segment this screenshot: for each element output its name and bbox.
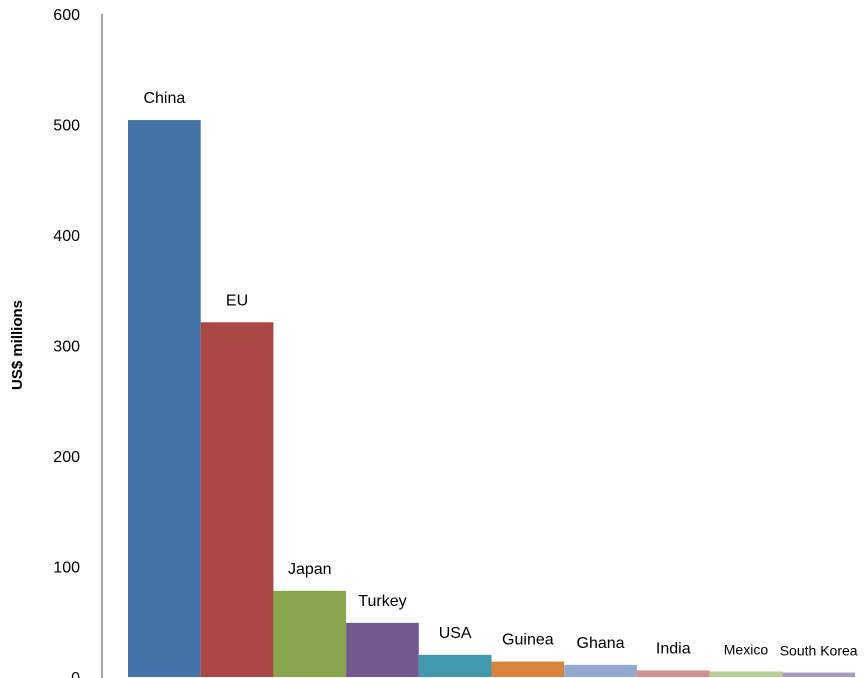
bar xyxy=(564,664,637,677)
bar xyxy=(128,120,201,677)
bar xyxy=(346,622,419,677)
bar xyxy=(418,654,492,677)
bar xyxy=(636,670,710,677)
bar-category-label: USA xyxy=(439,625,472,642)
bar xyxy=(782,672,855,677)
bar-category-label: Turkey xyxy=(358,593,406,610)
y-tick-label: 0 xyxy=(71,670,80,678)
bar xyxy=(200,322,274,677)
bar xyxy=(273,590,347,677)
bar-category-label: China xyxy=(143,90,185,107)
bar-category-label: Ghana xyxy=(577,635,625,652)
bar xyxy=(709,671,783,677)
y-tick-label: 600 xyxy=(53,7,80,24)
y-ticks: 0 100 200 300 400 500 600 xyxy=(53,7,80,678)
y-tick-label: 200 xyxy=(53,449,80,466)
bar-labels: China EU Japan Turkey USA Guinea Ghana India Mex… xyxy=(143,90,857,659)
bar-category-label: EU xyxy=(226,292,248,309)
bars xyxy=(128,120,855,677)
y-tick-label: 300 xyxy=(53,339,80,356)
bar-category-label: Guinea xyxy=(502,632,554,649)
y-tick-label: 500 xyxy=(53,118,80,135)
y-axis-label: US$ millions xyxy=(9,300,26,390)
bar-category-label: Japan xyxy=(288,561,332,578)
y-tick-label: 400 xyxy=(53,228,80,245)
y-tick-label: 100 xyxy=(53,560,80,577)
bar xyxy=(491,661,565,677)
bar-category-label: Mexico xyxy=(724,641,769,657)
bar-category-label: India xyxy=(656,640,691,657)
bar-category-label: South Korea xyxy=(780,643,858,659)
